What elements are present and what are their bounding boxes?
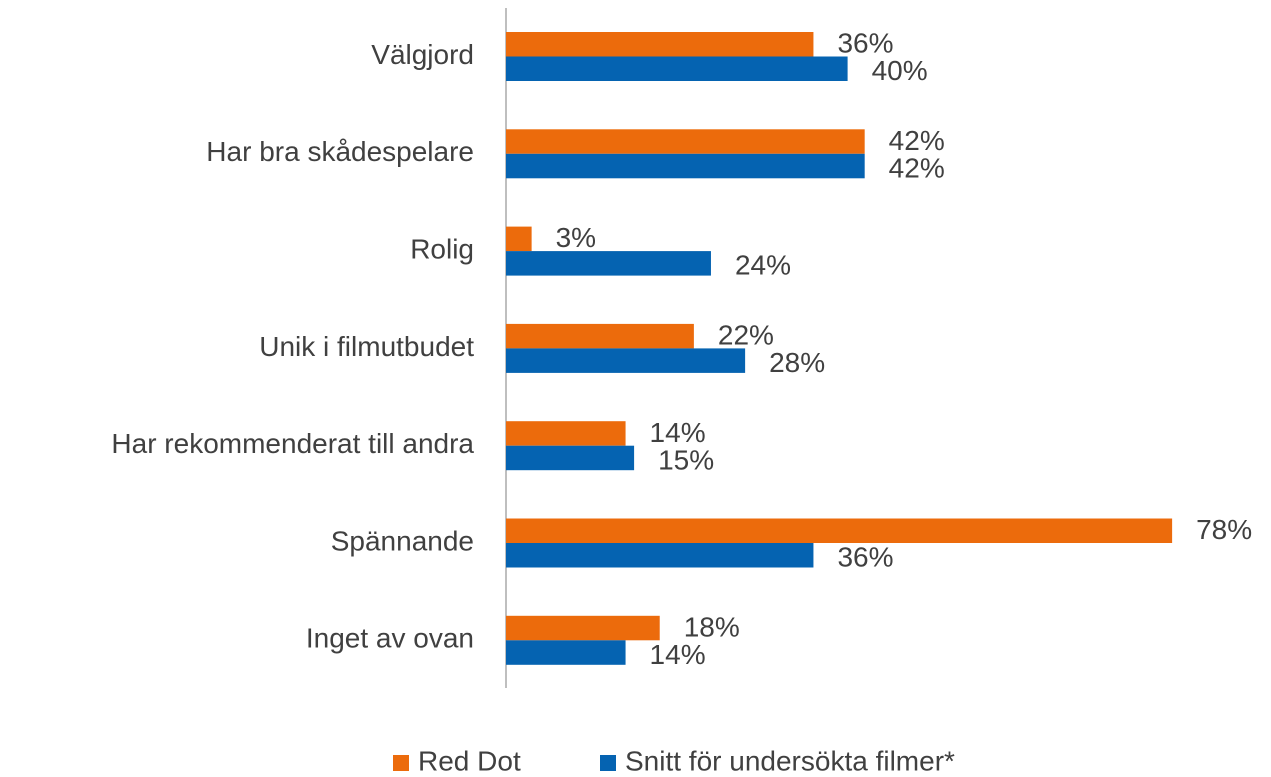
legend-label: Snitt för undersökta filmer*: [625, 745, 955, 776]
value-label: 14%: [650, 639, 706, 670]
value-label: 42%: [889, 152, 945, 183]
bar: [506, 445, 635, 471]
category-label: Välgjord: [371, 39, 474, 70]
legend-swatch: [600, 755, 616, 771]
value-label: 24%: [735, 250, 791, 281]
bar: [506, 226, 532, 252]
bar: [506, 615, 660, 641]
value-label: 3%: [556, 222, 596, 253]
value-label: 22%: [718, 320, 774, 351]
bar: [506, 518, 1173, 543]
value-label: 14%: [650, 417, 706, 448]
bar: [506, 251, 711, 276]
legend-label: Red Dot: [418, 745, 521, 776]
value-label: 36%: [837, 542, 893, 573]
category-label: Rolig: [410, 233, 474, 264]
bar: [506, 543, 814, 568]
bar: [506, 421, 626, 446]
value-label: 78%: [1196, 514, 1252, 545]
bar: [506, 640, 626, 665]
value-label: 40%: [872, 55, 928, 86]
legend-swatch: [393, 755, 409, 771]
category-label: Inget av ovan: [306, 623, 474, 654]
bar: [506, 323, 694, 349]
bar: [506, 32, 814, 57]
bar: [506, 348, 746, 373]
bar: [506, 56, 848, 81]
value-label: 18%: [684, 611, 740, 642]
value-label: 42%: [889, 125, 945, 156]
category-label: Unik i filmutbudet: [259, 331, 474, 362]
value-label: 36%: [837, 28, 893, 59]
category-label: Spännande: [331, 525, 474, 556]
bar: [506, 153, 865, 179]
bar: [506, 129, 865, 154]
value-label: 15%: [658, 444, 714, 475]
value-label: 28%: [769, 347, 825, 378]
category-label: Har rekommenderat till andra: [111, 428, 474, 459]
category-label: Har bra skådespelare: [206, 136, 474, 167]
